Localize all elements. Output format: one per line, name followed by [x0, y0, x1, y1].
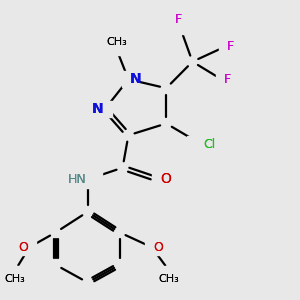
Text: O: O [153, 241, 163, 254]
Bar [219, 39, 235, 55]
Bar [170, 18, 186, 34]
Bar [122, 71, 138, 87]
Text: F: F [227, 40, 234, 53]
Bar [0, 266, 39, 282]
Text: CH₃: CH₃ [159, 274, 179, 284]
Text: CH₃: CH₃ [106, 37, 127, 47]
Text: O: O [153, 241, 163, 254]
Text: O: O [160, 172, 171, 186]
Text: O: O [160, 172, 171, 186]
Text: HN: HN [68, 173, 86, 186]
Text: O: O [18, 241, 28, 254]
Text: N: N [130, 72, 142, 86]
Bar [216, 71, 232, 87]
Text: Cl: Cl [203, 138, 216, 151]
Text: F: F [224, 73, 231, 86]
Text: CH₃: CH₃ [4, 274, 25, 284]
Bar [93, 39, 141, 55]
Text: CH₃: CH₃ [106, 37, 127, 47]
Bar [152, 171, 168, 188]
Text: N: N [130, 72, 142, 86]
Text: F: F [227, 40, 234, 53]
Text: HN: HN [68, 173, 86, 186]
Text: F: F [224, 73, 231, 86]
Text: O: O [18, 241, 28, 254]
Text: CH₃: CH₃ [4, 274, 25, 284]
Bar [145, 239, 161, 255]
Text: CH₃: CH₃ [159, 274, 179, 284]
Text: F: F [174, 13, 182, 26]
Bar [145, 266, 193, 282]
Bar [20, 239, 36, 255]
Text: F: F [174, 13, 182, 26]
Text: Cl: Cl [203, 138, 216, 151]
Bar [70, 171, 102, 188]
Text: N: N [92, 102, 104, 116]
Bar [96, 101, 112, 117]
Text: N: N [92, 102, 104, 116]
Bar [188, 136, 220, 152]
